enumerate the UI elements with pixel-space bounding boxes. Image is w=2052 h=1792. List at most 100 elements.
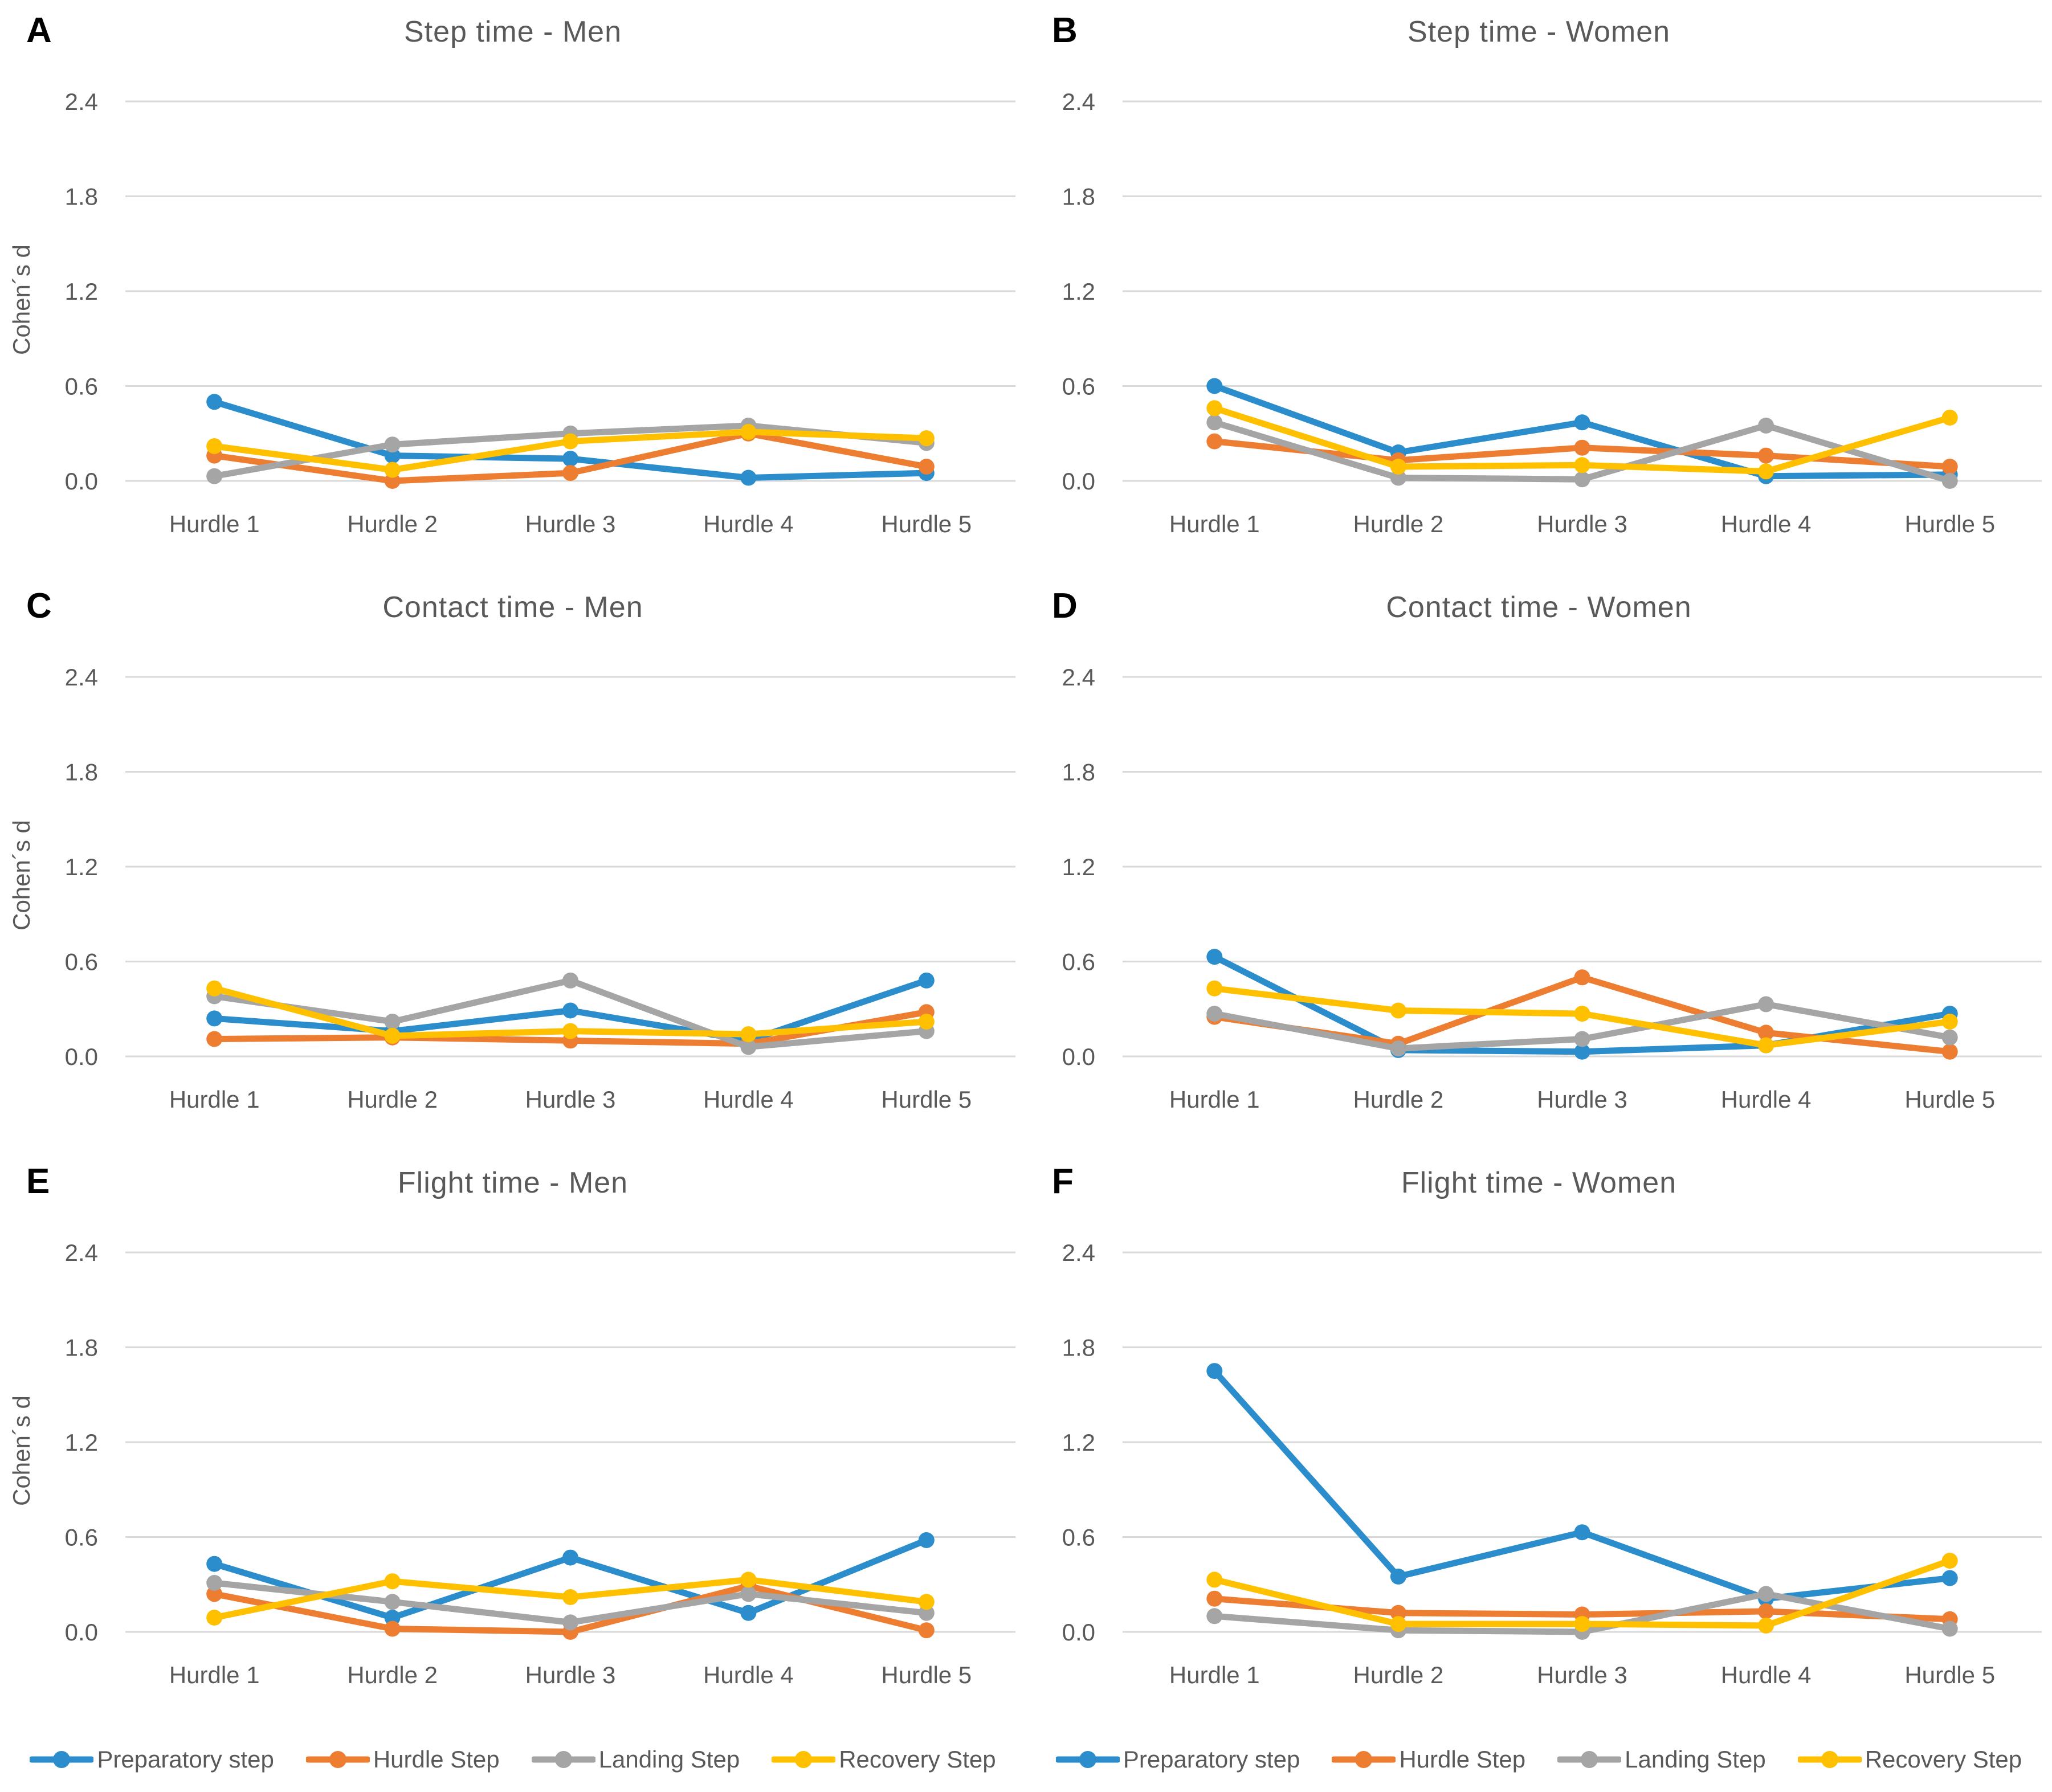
- x-tick-label: Hurdle 4: [703, 1086, 794, 1113]
- panel-letter: E: [26, 1162, 50, 1201]
- legend-label: Preparatory step: [97, 1745, 274, 1773]
- chart-panel-B: B Step time - Women 2.4 1.8 1.2 0.6 0.0 Hurdle …: [1026, 0, 2052, 575]
- legend-label: Landing Step: [598, 1745, 740, 1773]
- data-point-marker: [1758, 1586, 1774, 1602]
- panel-letter: B: [1052, 11, 1078, 50]
- y-tick-label: 2.4: [1062, 1239, 1095, 1266]
- x-tick-label: Hurdle 2: [347, 1662, 438, 1688]
- legend-row: Preparatory step Hurdle Step Landing Step R…: [0, 1726, 2052, 1792]
- x-tick-label: Hurdle 1: [169, 511, 260, 537]
- chart-title: Contact time - Women: [1386, 591, 1692, 624]
- data-point-marker: [1574, 1616, 1590, 1632]
- data-point-marker: [1206, 433, 1223, 450]
- data-point-marker: [740, 1605, 757, 1621]
- data-point-marker: [1574, 471, 1590, 488]
- chart-canvas: 2.4 1.8 1.2 0.6 0.0 Cohen´s d Hurdle 1 Hurdle 2…: [8, 664, 1015, 1113]
- x-tick-label: Hurdle 3: [1537, 1662, 1627, 1688]
- legend-item: Landing Step: [1557, 1746, 1766, 1773]
- y-tick-label: 1.2: [1062, 1429, 1095, 1456]
- x-tick-label: Hurdle 2: [347, 511, 438, 537]
- x-tick-label: Hurdle 2: [1353, 1086, 1444, 1113]
- y-tick-label: 1.8: [65, 759, 98, 786]
- data-point-marker: [918, 972, 935, 989]
- legend-label: Recovery Step: [1865, 1745, 2022, 1773]
- x-tick-label: Hurdle 3: [1537, 1086, 1627, 1113]
- y-tick-label: 1.8: [65, 183, 98, 210]
- y-tick-label: 2.4: [65, 1239, 98, 1266]
- legend-dot: [1079, 1750, 1096, 1768]
- legend-label: Preparatory step: [1123, 1745, 1300, 1773]
- data-point-marker: [918, 1014, 935, 1030]
- data-point-marker: [1206, 414, 1223, 431]
- data-point-marker: [1941, 1570, 1958, 1586]
- y-tick-label: 0.6: [65, 949, 98, 975]
- y-tick-label: 1.8: [1062, 759, 1095, 786]
- data-point-marker: [1206, 1571, 1223, 1588]
- data-point-marker: [384, 1620, 401, 1637]
- data-point-marker: [562, 1002, 578, 1019]
- data-point-marker: [562, 1023, 578, 1039]
- panel-letter: A: [26, 11, 52, 50]
- legend-item: Landing Step: [531, 1745, 740, 1773]
- panel-header: A Step time - Men: [0, 0, 1026, 55]
- panel-header: D Contact time - Women: [1026, 575, 2052, 630]
- x-tick-label: Hurdle 2: [1353, 511, 1444, 537]
- data-point-marker: [1390, 470, 1406, 486]
- data-point-marker: [1758, 447, 1774, 464]
- data-point-marker: [206, 468, 223, 484]
- data-point-marker: [1206, 1608, 1223, 1624]
- y-tick-label: 2.4: [65, 88, 98, 115]
- y-tick-label: 0.0: [65, 468, 98, 495]
- x-tick-label: Hurdle 5: [1904, 1662, 1995, 1688]
- legend-label: Hurdle Step: [373, 1745, 500, 1773]
- x-tick-label: Hurdle 1: [169, 1662, 260, 1688]
- data-point-marker: [384, 447, 401, 464]
- legend-dot: [1821, 1750, 1838, 1768]
- panel-letter: D: [1052, 586, 1078, 626]
- y-tick-label: 2.4: [1062, 88, 1095, 115]
- x-tick-label: Hurdle 4: [1721, 1086, 1812, 1113]
- data-point-marker: [1941, 1553, 1958, 1569]
- chart-title: Flight time - Men: [397, 1166, 629, 1199]
- chart-canvas: 2.4 1.8 1.2 0.6 0.0 Hurdle 1 Hurdle 2 Hurdle 3 H…: [1062, 1239, 2042, 1688]
- legend-label: Landing Step: [1625, 1745, 1766, 1773]
- x-tick-label: Hurdle 5: [1904, 1086, 1995, 1113]
- x-tick-label: Hurdle 3: [525, 1086, 616, 1113]
- x-tick-label: Hurdle 3: [1537, 511, 1627, 537]
- legend-item: Recovery Step: [772, 1746, 996, 1773]
- data-point-marker: [1758, 463, 1774, 480]
- data-point-marker: [384, 1027, 401, 1044]
- x-tick-label: Hurdle 5: [881, 1662, 972, 1688]
- data-point-marker: [384, 1014, 401, 1030]
- data-point-marker: [740, 1039, 757, 1055]
- data-point-marker: [918, 1532, 935, 1548]
- x-tick-label: Hurdle 3: [525, 1662, 616, 1688]
- legend-marker-icon: [1055, 1750, 1120, 1768]
- data-point-marker: [1941, 410, 1958, 426]
- y-axis-title: Cohen´s d: [8, 820, 35, 930]
- data-point-marker: [206, 980, 223, 997]
- x-tick-label: Hurdle 1: [1169, 511, 1260, 537]
- data-point-marker: [1941, 1043, 1958, 1060]
- chart-legend: Preparatory step Hurdle Step Landing Step R…: [0, 1726, 1026, 1792]
- y-tick-label: 0.0: [1062, 1043, 1095, 1070]
- data-point-marker: [1574, 1043, 1590, 1060]
- legend-marker-icon: [531, 1750, 595, 1768]
- x-tick-label: Hurdle 1: [169, 1086, 260, 1113]
- y-tick-label: 1.2: [65, 854, 98, 880]
- data-point-marker: [740, 470, 757, 486]
- legend-marker-icon: [1332, 1750, 1396, 1768]
- data-point-marker: [1758, 1617, 1774, 1634]
- data-point-marker: [384, 1573, 401, 1590]
- y-tick-label: 1.2: [65, 278, 98, 305]
- data-point-marker: [1390, 1605, 1406, 1621]
- legend-item: Hurdle Step: [305, 1745, 500, 1773]
- data-point-marker: [384, 1594, 401, 1610]
- data-point-marker: [562, 1589, 578, 1605]
- data-point-marker: [1941, 1620, 1958, 1637]
- data-point-marker: [918, 430, 935, 447]
- x-tick-label: Hurdle 4: [703, 511, 794, 537]
- data-point-marker: [562, 1614, 578, 1631]
- data-point-marker: [1390, 1040, 1406, 1057]
